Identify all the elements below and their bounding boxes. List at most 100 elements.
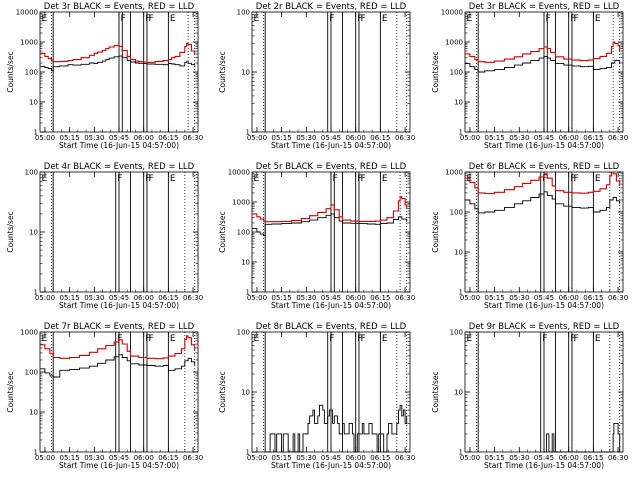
x-tick-label: 06:15 xyxy=(370,134,390,142)
x-tick-label: 06:00 xyxy=(559,294,579,302)
y-tick-label: 100 xyxy=(450,329,463,337)
flag-marker: F xyxy=(360,334,365,344)
y-tick-label: 10 xyxy=(454,99,463,107)
panel-title: Det 5r BLACK = Events, RED = LLD xyxy=(256,162,407,172)
y-tick-label: 10 xyxy=(29,229,38,237)
lld-series-line xyxy=(465,41,621,63)
y-tick-label: 1 xyxy=(459,289,463,297)
x-tick-label: 06:30 xyxy=(395,294,415,302)
x-tick-label: 05:00 xyxy=(35,294,55,302)
x-tick-label: 06:00 xyxy=(346,134,366,142)
x-tick-label: 05:45 xyxy=(534,294,554,302)
x-tick-label: 05:45 xyxy=(534,454,554,462)
flag-marker: F xyxy=(573,334,578,344)
y-tick-label: 1000 xyxy=(445,169,463,177)
x-axis-title: Start Time (16-Jun-15 04:57:00) xyxy=(271,301,391,310)
flag-marker: E xyxy=(42,14,48,24)
y-axis-title: Counts/sec xyxy=(6,51,15,92)
flag-marker: F xyxy=(546,14,551,24)
x-tick-label: 05:30 xyxy=(296,134,316,142)
flag-marker: E xyxy=(254,334,260,344)
events-series-line xyxy=(40,55,196,72)
x-axis-title: Start Time (16-Jun-15 04:57:00) xyxy=(484,141,604,150)
flag-marker: E xyxy=(595,334,601,344)
flag-marker: F xyxy=(121,14,126,24)
flag-marker: E xyxy=(467,334,473,344)
flag-marker: F xyxy=(570,174,575,184)
y-tick-label: 100 xyxy=(25,369,38,377)
x-axis-title: Start Time (16-Jun-15 04:57:00) xyxy=(484,301,604,310)
x-tick-label: 06:15 xyxy=(370,454,390,462)
x-tick-label: 06:00 xyxy=(134,134,154,142)
x-tick-label: 05:30 xyxy=(84,134,104,142)
flag-marker: E xyxy=(170,14,176,24)
panel-title: Det 3r BLACK = Events, RED = LLD xyxy=(469,2,620,12)
y-tick-label: 1 xyxy=(459,449,463,457)
flag-marker: F xyxy=(329,334,334,344)
flag-marker: F xyxy=(145,174,150,184)
y-tick-label: 100 xyxy=(25,169,38,177)
flag-marker: E xyxy=(467,14,473,24)
events-series-line xyxy=(544,422,621,453)
x-axis-title: Start Time (16-Jun-15 04:57:00) xyxy=(59,141,179,150)
flag-marker: F xyxy=(542,334,547,344)
x-tick-label: 05:45 xyxy=(534,134,554,142)
flag-marker: F xyxy=(148,174,153,184)
x-tick-label: 06:30 xyxy=(183,454,203,462)
flag-marker: E xyxy=(382,14,388,24)
flag-marker: E xyxy=(595,174,601,184)
y-tick-label: 100 xyxy=(237,229,250,237)
x-tick-label: 05:15 xyxy=(60,134,80,142)
x-tick-label: 05:15 xyxy=(485,134,505,142)
x-tick-label: 05:30 xyxy=(84,294,104,302)
x-tick-label: 06:15 xyxy=(158,134,178,142)
y-tick-label: 1 xyxy=(34,129,38,137)
x-tick-label: 05:15 xyxy=(60,294,80,302)
events-series-line xyxy=(40,354,196,378)
y-tick-label: 10000 xyxy=(16,9,38,17)
x-tick-label: 06:30 xyxy=(183,134,203,142)
x-tick-label: 06:00 xyxy=(134,454,154,462)
x-tick-label: 06:00 xyxy=(134,294,154,302)
x-tick-label: 05:30 xyxy=(296,294,316,302)
flag-marker: F xyxy=(148,334,153,344)
x-tick-label: 06:30 xyxy=(608,454,628,462)
x-tick-label: 05:45 xyxy=(321,454,341,462)
panel-title: Det 9r BLACK = Events, RED = LLD xyxy=(469,322,620,332)
flag-marker: F xyxy=(573,14,578,24)
panel-title: Det 3r BLACK = Events, RED = LLD xyxy=(44,2,195,12)
y-tick-label: 1000 xyxy=(20,329,38,337)
y-axis-title: Counts/sec xyxy=(431,51,440,92)
x-tick-label: 05:15 xyxy=(272,294,292,302)
x-tick-label: 05:45 xyxy=(109,454,129,462)
flag-marker: F xyxy=(360,174,365,184)
flag-marker: E xyxy=(382,174,388,184)
x-axis-title: Start Time (16-Jun-15 04:57:00) xyxy=(271,461,391,470)
x-tick-label: 06:15 xyxy=(583,134,603,142)
y-tick-label: 100 xyxy=(237,329,250,337)
x-tick-label: 05:00 xyxy=(35,454,55,462)
y-tick-label: 1 xyxy=(246,129,250,137)
y-axis-title: Counts/sec xyxy=(6,371,15,412)
flag-marker: F xyxy=(357,334,362,344)
y-tick-label: 1 xyxy=(246,449,250,457)
x-tick-label: 06:30 xyxy=(183,294,203,302)
x-tick-label: 06:15 xyxy=(583,294,603,302)
x-tick-label: 06:15 xyxy=(158,294,178,302)
x-tick-label: 06:00 xyxy=(346,294,366,302)
y-tick-label: 100 xyxy=(450,69,463,77)
flag-marker: F xyxy=(145,334,150,344)
y-axis-title: Counts/sec xyxy=(218,51,227,92)
flag-marker: F xyxy=(333,174,338,184)
x-axis-title: Start Time (16-Jun-15 04:57:00) xyxy=(59,461,179,470)
y-tick-label: 10 xyxy=(29,99,38,107)
